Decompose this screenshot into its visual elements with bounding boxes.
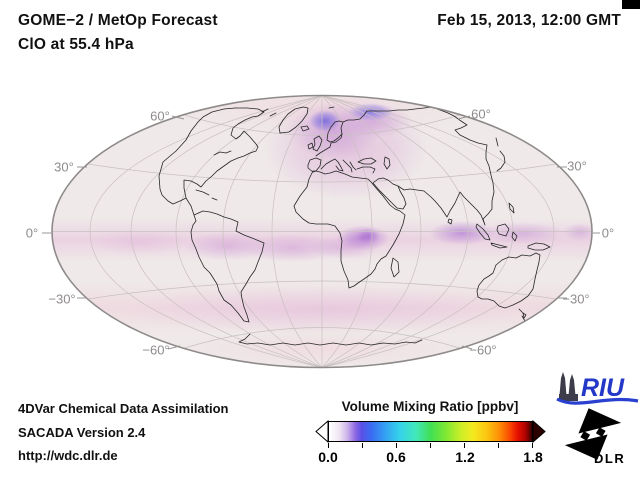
coastlines <box>158 106 551 346</box>
lat-label-right-30: 30° <box>567 158 587 174</box>
colorbar-label-18: 1.8 <box>523 449 543 465</box>
lat-label-left-30: 30° <box>54 159 74 175</box>
colorbar-tick <box>328 443 329 448</box>
caption-url: http://wdc.dlr.de <box>18 448 118 463</box>
colorbar-tick <box>430 443 431 448</box>
page-subtitle: ClO at 55.4 hPa <box>18 36 134 53</box>
colorbar-tick <box>532 443 533 448</box>
lat-label-left--60: −60° <box>142 342 170 358</box>
colorbar-label-0: 0.0 <box>318 449 338 465</box>
cathedral-icon <box>559 372 578 401</box>
colorbar-tick <box>362 443 363 448</box>
lat-label-right-0: 0° <box>601 225 615 241</box>
riu-swoosh <box>556 397 639 405</box>
colorbar-title: Volume Mixing Ratio [ppbv] <box>341 399 519 414</box>
lat-label-left--30: −30° <box>48 291 76 307</box>
globe-outline <box>51 94 593 369</box>
colorbar-tick <box>396 443 397 448</box>
lat-label-right-60: 60° <box>471 106 491 122</box>
colorbar-gradient <box>328 421 533 442</box>
colorbar-tick <box>464 443 465 448</box>
riu-logo-text: RIU <box>581 374 625 402</box>
page-title: GOME−2 / MetOp Forecast <box>18 12 218 29</box>
datetime-label: Feb 15, 2013, 12:00 GMT <box>437 12 621 29</box>
corner-mark <box>622 0 640 9</box>
graticule <box>52 95 592 368</box>
dlr-logo-text: DLR <box>594 451 625 466</box>
colorbar-left-arrow <box>315 419 329 444</box>
caption-version: SACADA Version 2.4 <box>18 425 146 440</box>
lat-label-left-0: 0° <box>25 225 39 241</box>
colorbar-label-12: 1.2 <box>455 449 475 465</box>
lat-label-right--60: −60° <box>469 342 497 358</box>
caption-assimilation: 4DVar Chemical Data Assimilation <box>18 401 229 416</box>
riu-logo: RIU <box>556 372 639 405</box>
colorbar-tick <box>498 443 499 448</box>
lat-label-right--30: −30° <box>562 291 590 307</box>
colorbar-right-arrow <box>532 419 546 444</box>
latitude-ticks <box>42 115 600 350</box>
colorbar-label-06: 0.6 <box>386 449 406 465</box>
lat-label-left-60: 60° <box>150 108 170 124</box>
dlr-logo: DLR <box>564 408 625 466</box>
